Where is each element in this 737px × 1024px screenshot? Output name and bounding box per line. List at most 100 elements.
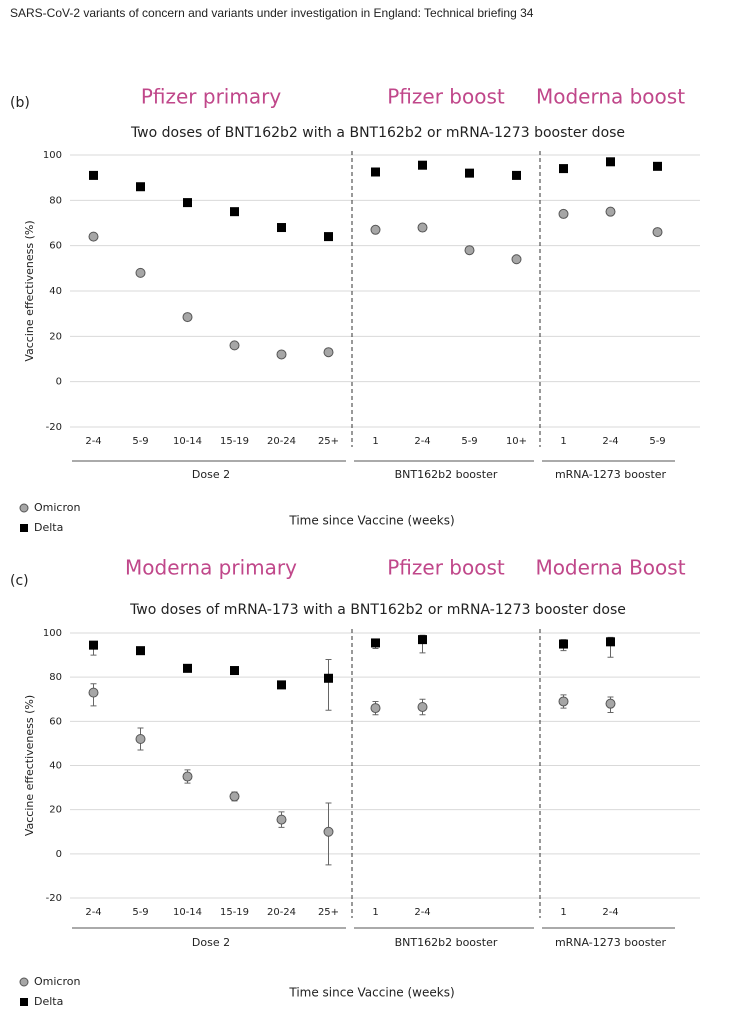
x-tick-label: 1	[560, 436, 566, 447]
delta-point	[371, 167, 380, 177]
y-tick-label: 80	[49, 672, 62, 683]
section-heading: Moderna primary	[125, 556, 297, 580]
legend-label: Omicron	[34, 501, 80, 514]
legend-swatch	[19, 503, 29, 513]
section-heading: Moderna boost	[536, 85, 685, 109]
header: SARS-CoV-2 variants of concern and varia…	[10, 6, 534, 20]
section-heading: Moderna Boost	[535, 556, 685, 580]
group-label: Dose 2	[192, 936, 230, 949]
omicron-point	[605, 698, 616, 709]
omicron-point	[558, 208, 569, 219]
x-tick-label: 5-9	[132, 436, 148, 447]
section-heading: Pfizer boost	[387, 556, 505, 580]
legend-label: Omicron	[34, 975, 80, 988]
y-tick-label: 100	[43, 150, 62, 161]
group-label: Dose 2	[192, 468, 230, 481]
omicron-point	[652, 227, 663, 238]
delta-point	[89, 170, 98, 180]
x-tick-label: 2-4	[414, 436, 430, 447]
panel-label: (c)	[10, 573, 29, 589]
omicron-point	[417, 701, 428, 712]
delta-point	[371, 638, 380, 648]
omicron-point	[88, 687, 99, 698]
x-tick-label: 5-9	[649, 436, 665, 447]
x-tick-label: 20-24	[267, 907, 296, 918]
x-tick-label: 2-4	[602, 436, 618, 447]
x-tick-label: 20-24	[267, 436, 296, 447]
delta-point	[418, 160, 427, 170]
y-tick-label: 40	[49, 761, 62, 772]
group-label: mRNA-1273 booster	[555, 468, 667, 481]
omicron-point	[229, 340, 240, 351]
omicron-point	[276, 349, 287, 360]
omicron-point	[370, 224, 381, 235]
section-heading: Pfizer boost	[387, 85, 505, 109]
delta-point	[183, 198, 192, 208]
y-tick-label: 60	[49, 716, 62, 727]
delta-point	[606, 157, 615, 167]
omicron-point	[370, 703, 381, 714]
delta-point	[136, 646, 145, 656]
x-tick-label: 1	[372, 436, 378, 447]
delta-point	[512, 170, 521, 180]
y-tick-label: -20	[46, 422, 62, 433]
omicron-point	[135, 267, 146, 278]
x-tick-label: 1	[560, 907, 566, 918]
delta-point	[324, 673, 333, 683]
legend-label: Delta	[34, 521, 63, 534]
y-tick-label: 60	[49, 241, 62, 252]
y-tick-label: 40	[49, 286, 62, 297]
delta-point	[277, 223, 286, 233]
omicron-point	[182, 771, 193, 782]
section-heading: Pfizer primary	[141, 85, 281, 109]
x-tick-label: 1	[372, 907, 378, 918]
x-tick-label: 10-14	[173, 907, 202, 918]
y-axis-label: Vaccine effectiveness (%)	[23, 220, 36, 361]
y-tick-label: 100	[43, 628, 62, 639]
legend-swatch	[20, 998, 28, 1006]
y-tick-label: 0	[56, 377, 62, 388]
delta-point	[136, 182, 145, 192]
delta-point	[324, 232, 333, 242]
omicron-point	[511, 254, 522, 265]
delta-point	[230, 666, 239, 676]
omicron-point	[605, 206, 616, 217]
delta-point	[89, 640, 98, 650]
y-tick-label: 20	[49, 331, 62, 342]
y-tick-label: 80	[49, 195, 62, 206]
delta-point	[230, 207, 239, 217]
x-tick-label: 10+	[506, 436, 527, 447]
x-tick-label: 10-14	[173, 436, 202, 447]
error-bar	[325, 659, 332, 711]
x-tick-label: 2-4	[85, 436, 101, 447]
omicron-point	[135, 734, 146, 744]
omicron-point	[558, 696, 569, 707]
x-tick-label: 2-4	[85, 907, 101, 918]
omicron-point	[229, 791, 240, 802]
chart-title: Two doses of BNT162b2 with a BNT162b2 or…	[130, 125, 625, 141]
omicron-point	[182, 312, 193, 323]
omicron-point	[417, 222, 428, 233]
omicron-point	[323, 347, 334, 358]
x-axis-label: Time since Vaccine (weeks)	[288, 514, 454, 528]
x-tick-label: 5-9	[132, 907, 148, 918]
x-tick-label: 5-9	[461, 436, 477, 447]
chart-title: Two doses of mRNA-173 with a BNT162b2 or…	[129, 602, 626, 618]
x-tick-label: 2-4	[602, 907, 618, 918]
x-tick-label: 2-4	[414, 907, 430, 918]
group-label: mRNA-1273 booster	[555, 936, 667, 949]
omicron-point	[88, 231, 99, 242]
y-axis-label: Vaccine effectiveness (%)	[23, 695, 36, 836]
y-tick-label: -20	[46, 893, 62, 904]
x-tick-label: 15-19	[220, 436, 249, 447]
omicron-point	[276, 814, 287, 825]
group-label: BNT162b2 booster	[395, 468, 498, 481]
omicron-point	[323, 826, 334, 837]
y-tick-label: 0	[56, 849, 62, 860]
legend-label: Delta	[34, 995, 63, 1008]
delta-point	[559, 164, 568, 174]
delta-point	[465, 168, 474, 178]
panel-label: (b)	[10, 95, 30, 111]
